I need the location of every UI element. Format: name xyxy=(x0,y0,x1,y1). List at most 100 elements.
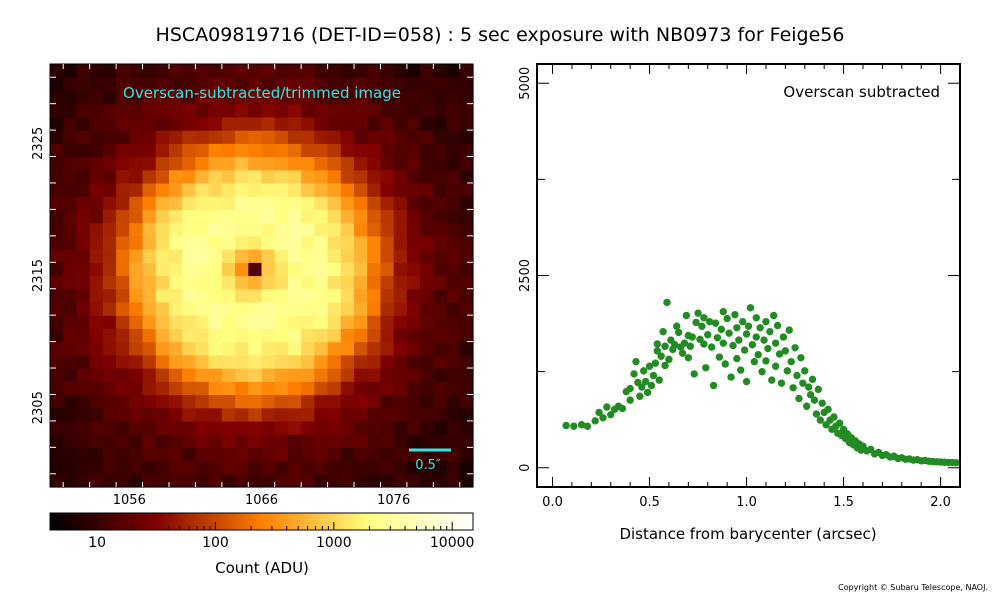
profile-point xyxy=(801,367,809,375)
image-pixel xyxy=(182,77,197,92)
image-pixel xyxy=(208,288,223,303)
image-pixel xyxy=(354,130,368,144)
image-pixel xyxy=(50,473,64,488)
profile-point xyxy=(595,408,603,417)
image-pixel xyxy=(459,381,474,396)
image-pixel xyxy=(446,381,461,396)
image-pixel xyxy=(327,64,342,78)
profile-point xyxy=(705,317,714,326)
image-pixel xyxy=(155,222,170,237)
image-pixel xyxy=(129,368,144,382)
profile-y-tick-label: 0 xyxy=(518,464,533,472)
image-pixel xyxy=(248,447,263,462)
image-pixel xyxy=(63,368,78,382)
image-pixel xyxy=(393,315,408,329)
image-pixel xyxy=(129,328,144,343)
image-pixel xyxy=(76,354,91,369)
image-pixel xyxy=(274,288,289,303)
image-pixel xyxy=(301,169,315,184)
profile-point xyxy=(641,377,650,386)
image-pixel xyxy=(76,328,91,343)
image-pixel xyxy=(102,90,117,105)
profile-point xyxy=(663,298,671,307)
image-pixel xyxy=(102,473,117,488)
image-pixel xyxy=(76,341,91,356)
image-pixel xyxy=(182,196,197,211)
image-pixel xyxy=(327,196,342,211)
image-pixel xyxy=(63,315,78,329)
image-pixel xyxy=(274,407,289,422)
image-pixel xyxy=(142,301,157,316)
image-pixel xyxy=(182,103,197,118)
image-pixel xyxy=(195,407,210,422)
image-pixel xyxy=(221,301,236,316)
image-pixel xyxy=(287,420,302,435)
profile-point xyxy=(713,334,722,342)
image-pixel xyxy=(89,473,104,488)
image-pixel xyxy=(367,116,382,131)
image-pixel xyxy=(129,249,144,263)
image-pixel xyxy=(367,381,382,396)
image-pixel xyxy=(287,288,302,303)
image-pixel xyxy=(340,77,355,92)
image-pixel xyxy=(459,460,474,475)
image-pixel xyxy=(142,182,157,197)
image-pixel xyxy=(314,169,329,184)
image-pixel xyxy=(274,275,289,290)
image-pixel xyxy=(235,341,249,356)
profile-point xyxy=(793,371,801,380)
profile-point xyxy=(707,343,716,351)
profile-point xyxy=(688,333,696,341)
profile-points xyxy=(562,298,960,467)
image-pixel xyxy=(327,368,342,382)
image-pixel xyxy=(248,394,263,409)
image-pixel xyxy=(129,209,144,224)
image-pixel xyxy=(142,209,157,224)
profile-point xyxy=(758,367,766,376)
image-pixel xyxy=(182,407,197,422)
image-pixel xyxy=(63,394,78,409)
profile-point xyxy=(791,344,799,352)
image-pixel xyxy=(168,130,183,144)
image-pixel xyxy=(89,130,104,144)
image-pixel xyxy=(314,473,329,488)
image-pixel xyxy=(155,288,170,303)
image-pixel xyxy=(459,156,474,171)
image-pixel xyxy=(446,249,461,263)
image-pixel xyxy=(195,394,210,409)
image-pixel xyxy=(380,262,395,277)
profile-point xyxy=(737,366,745,374)
image-pixel xyxy=(63,301,78,316)
image-pixel xyxy=(354,328,368,343)
profile-point xyxy=(808,375,817,384)
image-pixel xyxy=(367,90,382,105)
profile-point xyxy=(733,354,741,363)
image-pixel xyxy=(327,143,342,158)
image-pixel xyxy=(327,90,342,105)
image-pixel xyxy=(208,275,223,290)
image-pixel xyxy=(367,130,382,144)
profile-point xyxy=(952,459,960,467)
image-pixel xyxy=(446,288,461,303)
image-pixel xyxy=(182,420,197,435)
image-pixel xyxy=(208,328,223,343)
image-pixel xyxy=(102,447,117,462)
image-pixel xyxy=(459,116,474,131)
image-pixel xyxy=(89,209,104,224)
profile-point xyxy=(781,347,790,355)
image-pixel xyxy=(261,381,276,396)
profile-point xyxy=(700,340,708,348)
image-pixel xyxy=(301,262,315,277)
image-pixel xyxy=(248,420,263,435)
image-pixel xyxy=(248,169,263,184)
image-pixel xyxy=(327,235,342,250)
image-pixel xyxy=(235,182,249,197)
image-pixel xyxy=(354,288,368,303)
image-pixel xyxy=(63,288,78,303)
image-pixel xyxy=(50,156,64,171)
image-pixel xyxy=(129,460,144,475)
image-pixel xyxy=(235,460,249,475)
image-pixel xyxy=(50,90,64,105)
image-pixel xyxy=(76,235,91,250)
image-pixel xyxy=(380,222,395,237)
